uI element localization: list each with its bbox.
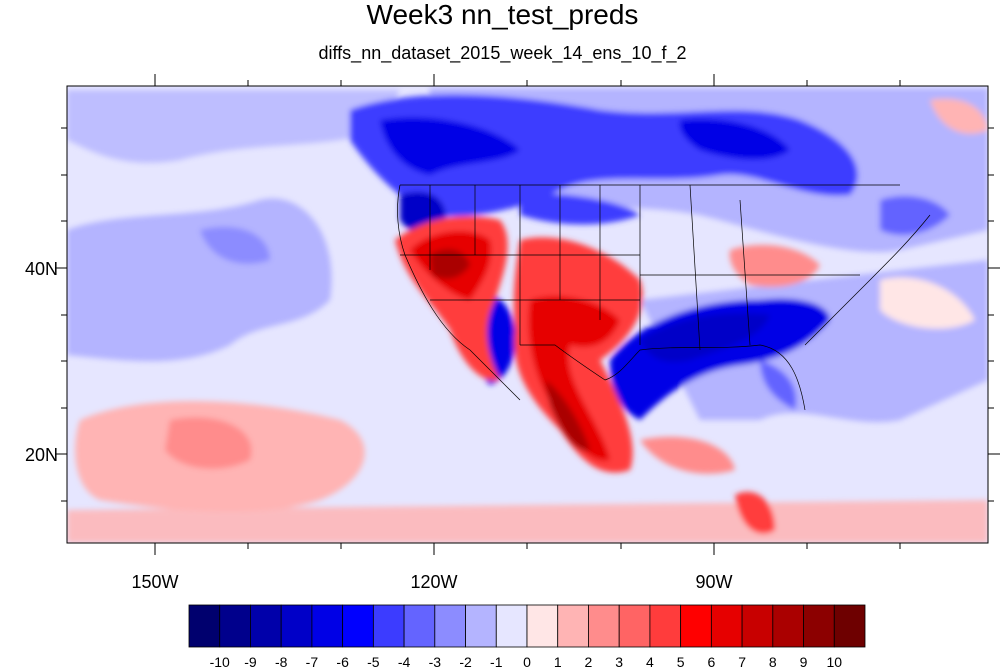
- colorbar-labels: -10 -9 -8 -7 -6 -5 -4 -3 -2 -1 0 1 2 3 4 5 6 7 8 9 10: [210, 654, 843, 670]
- axis-ticks: [55, 74, 1000, 555]
- colorbar-label: -6: [336, 654, 349, 670]
- colorbar-swatch: [557, 604, 589, 648]
- colorbar-label: 0: [523, 654, 531, 670]
- colorbar-label: 10: [826, 654, 842, 670]
- colorbar-label: 2: [585, 654, 593, 670]
- colorbar-swatch: [188, 604, 221, 648]
- colorbar-label: -8: [275, 654, 288, 670]
- colorbar-label: 9: [800, 654, 808, 670]
- colorbar-label: 5: [677, 654, 685, 670]
- colorbar: [188, 604, 866, 648]
- colorbar-label: -3: [429, 654, 442, 670]
- colorbar-swatch: [465, 604, 497, 648]
- colorbar-label: -9: [244, 654, 257, 670]
- colorbar-label: 7: [738, 654, 746, 670]
- x-label-120w: 120W: [410, 572, 457, 592]
- colorbar-swatch: [250, 604, 282, 648]
- colorbar-swatch: [588, 604, 620, 648]
- colorbar-label: -1: [490, 654, 503, 670]
- y-label-20n: 20N: [25, 445, 58, 465]
- colorbar-swatch: [311, 604, 344, 648]
- x-label-150w: 150W: [131, 572, 178, 592]
- colorbar-label: -2: [459, 654, 472, 670]
- colorbar-label: 6: [707, 654, 715, 670]
- colorbar-swatch: [649, 604, 682, 648]
- colorbar-swatch: [741, 604, 774, 648]
- colorbar-swatch: [219, 604, 251, 648]
- colorbar-swatch: [495, 604, 528, 648]
- colorbar-swatch: [618, 604, 651, 648]
- colorbar-swatch: [280, 604, 313, 648]
- colorbar-swatch: [342, 604, 374, 648]
- colorbar-label: -5: [367, 654, 380, 670]
- colorbar-label: -4: [398, 654, 411, 670]
- colorbar-label: 3: [615, 654, 623, 670]
- map-title: Week3 nn_test_preds: [366, 0, 639, 30]
- colorbar-label: 4: [646, 654, 654, 670]
- colorbar-swatch: [680, 604, 712, 648]
- colorbar-label: 8: [769, 654, 777, 670]
- colorbar-swatch: [372, 604, 405, 648]
- colorbar-label: -10: [210, 654, 230, 670]
- x-label-90w: 90W: [695, 572, 732, 592]
- colorbar-swatch: [710, 604, 743, 648]
- colorbar-swatch: [403, 604, 436, 648]
- colorbar-swatch: [833, 604, 866, 648]
- colorbar-swatch: [772, 604, 804, 648]
- colorbar-swatch: [803, 604, 835, 648]
- map-subtitle: diffs_nn_dataset_2015_week_14_ens_10_f_2: [318, 43, 687, 63]
- colorbar-label: -7: [306, 654, 319, 670]
- colorbar-swatch: [434, 604, 466, 648]
- y-label-40n: 40N: [25, 259, 58, 279]
- colorbar-label: 1: [554, 654, 562, 670]
- colorbar-swatch: [526, 604, 559, 648]
- field-shading: [67, 86, 988, 543]
